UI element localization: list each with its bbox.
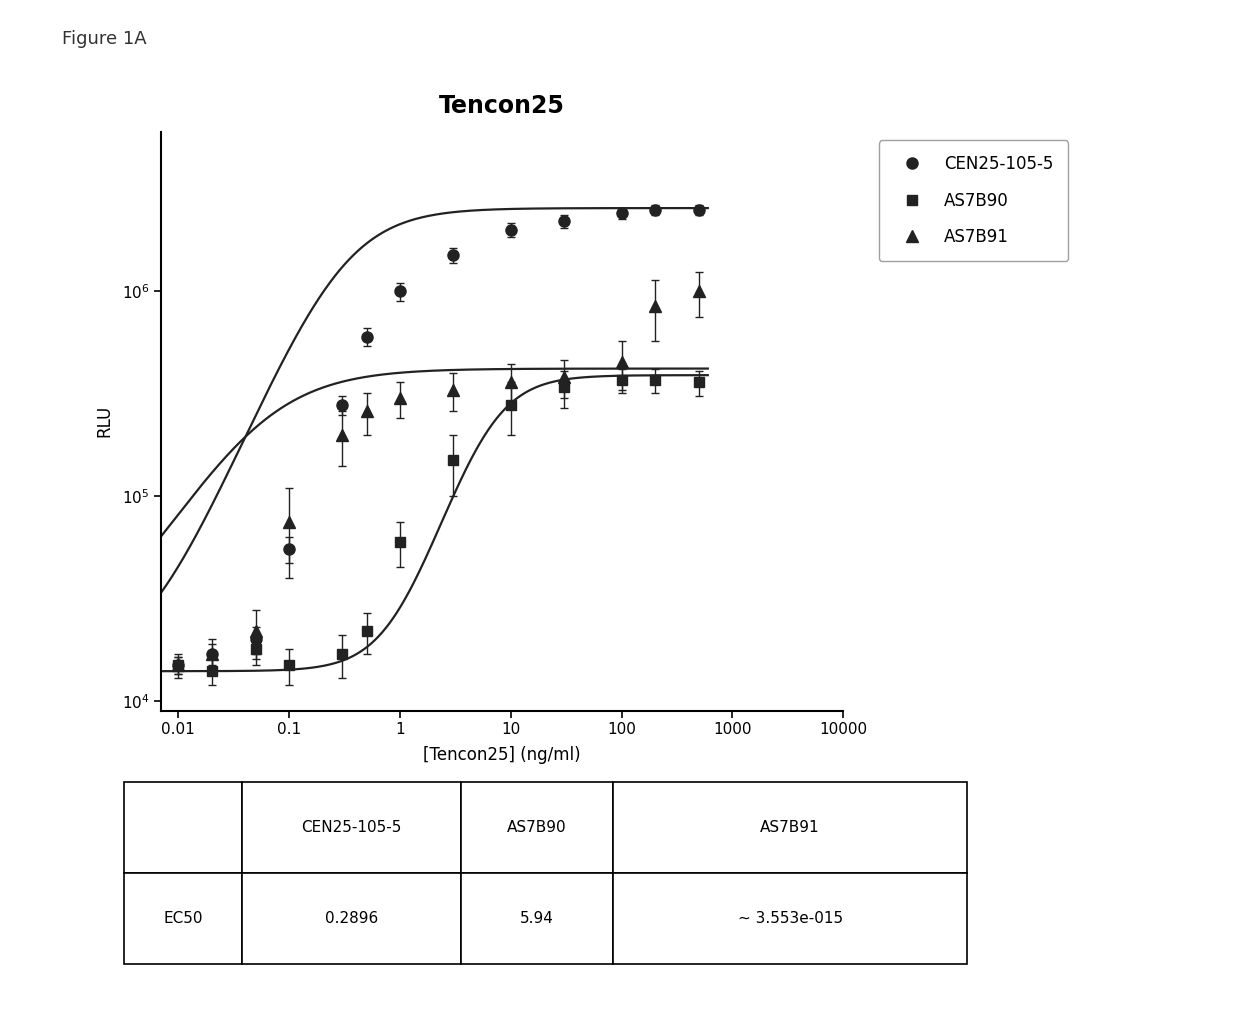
AS7B90 bbox=[360, 625, 374, 637]
CEN25-105-5 bbox=[393, 285, 408, 297]
Bar bbox=[242, 873, 461, 964]
AS7B90 bbox=[647, 374, 662, 386]
Text: Figure 1A: Figure 1A bbox=[62, 30, 146, 49]
CEN25-105-5 bbox=[445, 250, 460, 262]
AS7B91 bbox=[171, 659, 186, 671]
AS7B91 bbox=[557, 371, 572, 384]
AS7B90 bbox=[557, 382, 572, 394]
AS7B90 bbox=[205, 665, 219, 677]
Text: EC50: EC50 bbox=[164, 911, 203, 926]
CEN25-105-5 bbox=[281, 543, 296, 555]
AS7B91 bbox=[248, 625, 263, 637]
Legend: CEN25-105-5, AS7B90, AS7B91: CEN25-105-5, AS7B90, AS7B91 bbox=[879, 140, 1068, 261]
AS7B91 bbox=[614, 356, 629, 368]
AS7B91 bbox=[692, 285, 707, 297]
Line: CEN25-105-5: CEN25-105-5 bbox=[172, 204, 704, 671]
Text: CEN25-105-5: CEN25-105-5 bbox=[301, 820, 402, 834]
CEN25-105-5 bbox=[205, 648, 219, 660]
Bar bbox=[613, 873, 967, 964]
AS7B90 bbox=[171, 659, 186, 671]
AS7B90 bbox=[503, 399, 518, 411]
AS7B90 bbox=[335, 648, 350, 660]
Title: Tencon25: Tencon25 bbox=[439, 93, 565, 118]
CEN25-105-5 bbox=[692, 204, 707, 216]
AS7B90 bbox=[248, 642, 263, 655]
Bar bbox=[124, 782, 242, 873]
AS7B90 bbox=[445, 454, 460, 466]
CEN25-105-5 bbox=[503, 223, 518, 235]
AS7B91 bbox=[335, 428, 350, 441]
Text: AS7B91: AS7B91 bbox=[760, 820, 820, 834]
AS7B90 bbox=[692, 377, 707, 389]
Line: AS7B91: AS7B91 bbox=[172, 286, 704, 671]
AS7B90 bbox=[393, 536, 408, 548]
Line: AS7B90: AS7B90 bbox=[174, 375, 704, 676]
CEN25-105-5 bbox=[360, 331, 374, 343]
AS7B91 bbox=[393, 393, 408, 405]
Text: 0.2896: 0.2896 bbox=[325, 911, 378, 926]
Bar bbox=[613, 782, 967, 873]
Bar bbox=[461, 782, 613, 873]
CEN25-105-5 bbox=[335, 399, 350, 411]
CEN25-105-5 bbox=[614, 207, 629, 219]
CEN25-105-5 bbox=[248, 633, 263, 646]
CEN25-105-5 bbox=[647, 204, 662, 216]
Text: 5.94: 5.94 bbox=[521, 911, 554, 926]
AS7B90 bbox=[614, 374, 629, 386]
AS7B91 bbox=[445, 384, 460, 396]
Y-axis label: RLU: RLU bbox=[95, 405, 113, 437]
Text: AS7B90: AS7B90 bbox=[507, 820, 567, 834]
AS7B91 bbox=[503, 377, 518, 389]
AS7B91 bbox=[360, 405, 374, 417]
Bar bbox=[124, 873, 242, 964]
AS7B91 bbox=[647, 299, 662, 312]
CEN25-105-5 bbox=[171, 659, 186, 671]
AS7B91 bbox=[281, 516, 296, 528]
CEN25-105-5 bbox=[557, 215, 572, 227]
X-axis label: [Tencon25] (ng/ml): [Tencon25] (ng/ml) bbox=[423, 746, 582, 763]
Text: ~ 3.553e-015: ~ 3.553e-015 bbox=[738, 911, 843, 926]
AS7B91 bbox=[205, 648, 219, 660]
Bar bbox=[242, 782, 461, 873]
Bar bbox=[461, 873, 613, 964]
AS7B90 bbox=[281, 659, 296, 671]
